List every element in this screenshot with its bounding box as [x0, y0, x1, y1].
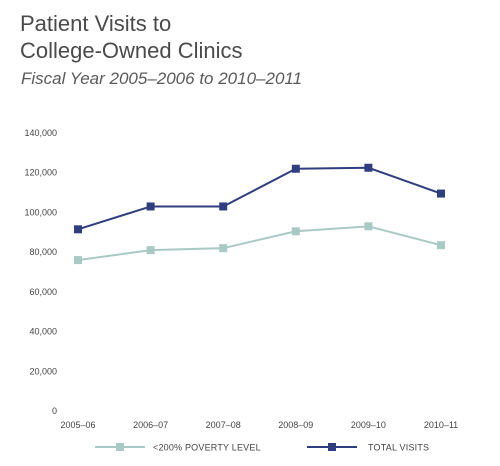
x-tick-label: 2007–08: [206, 420, 241, 430]
y-tick-label: 60,000: [29, 287, 57, 297]
chart-title-line1: Patient Visits to: [20, 11, 172, 36]
chart-title: Patient Visits to College-Owned Clinics: [20, 10, 243, 64]
data-point: [437, 189, 445, 198]
x-tick-label: 2006–07: [133, 420, 168, 430]
data-point: [364, 163, 373, 172]
y-tick-label: 20,000: [29, 366, 57, 376]
series-line: [77, 166, 442, 231]
data-point: [146, 246, 155, 255]
legend: <200% POVERTY LEVEL TOTAL VISITS: [95, 443, 429, 453]
y-tick-label: 100,000: [24, 207, 57, 217]
y-axis: 0 20,000 40,000 60,000 80,000 100,000 120,000 1…: [24, 128, 57, 416]
y-tick-label: 140,000: [24, 128, 57, 138]
data-point: [219, 202, 228, 211]
chart-subtitle: Fiscal Year 2005–2006 to 2010–2011: [21, 69, 303, 88]
chart-title-line2: College-Owned Clinics: [20, 38, 243, 63]
x-tick-label: 2008–09: [278, 420, 313, 430]
series-poverty-level: [74, 222, 445, 265]
x-axis: 2005–06 2006–07 2007–08 2008–09 2009–10 2010–…: [60, 420, 458, 430]
legend-marker: [328, 443, 336, 451]
legend-marker: [116, 443, 124, 451]
x-tick-label: 2005–06: [60, 420, 95, 430]
data-point: [437, 241, 445, 250]
legend-item: TOTAL VISITS: [307, 443, 429, 453]
data-point: [146, 202, 155, 211]
y-tick-label: 40,000: [29, 327, 57, 337]
data-point: [364, 222, 373, 231]
data-point: [74, 225, 82, 234]
series-layer: [74, 163, 445, 265]
data-point: [219, 244, 228, 253]
series-line: [77, 225, 442, 262]
y-tick-label: 120,000: [24, 168, 57, 178]
legend-label: TOTAL VISITS: [368, 443, 429, 453]
x-tick-label: 2009–10: [351, 420, 386, 430]
legend-item: <200% POVERTY LEVEL: [95, 443, 261, 453]
y-tick-label: 80,000: [29, 247, 57, 257]
data-point: [291, 227, 300, 236]
x-tick-label: 2010–11: [424, 420, 458, 430]
data-point: [74, 256, 82, 265]
legend-label: <200% POVERTY LEVEL: [153, 443, 261, 453]
series-total-visits: [74, 163, 445, 234]
data-point: [291, 164, 300, 173]
y-tick-label: 0: [52, 406, 57, 416]
